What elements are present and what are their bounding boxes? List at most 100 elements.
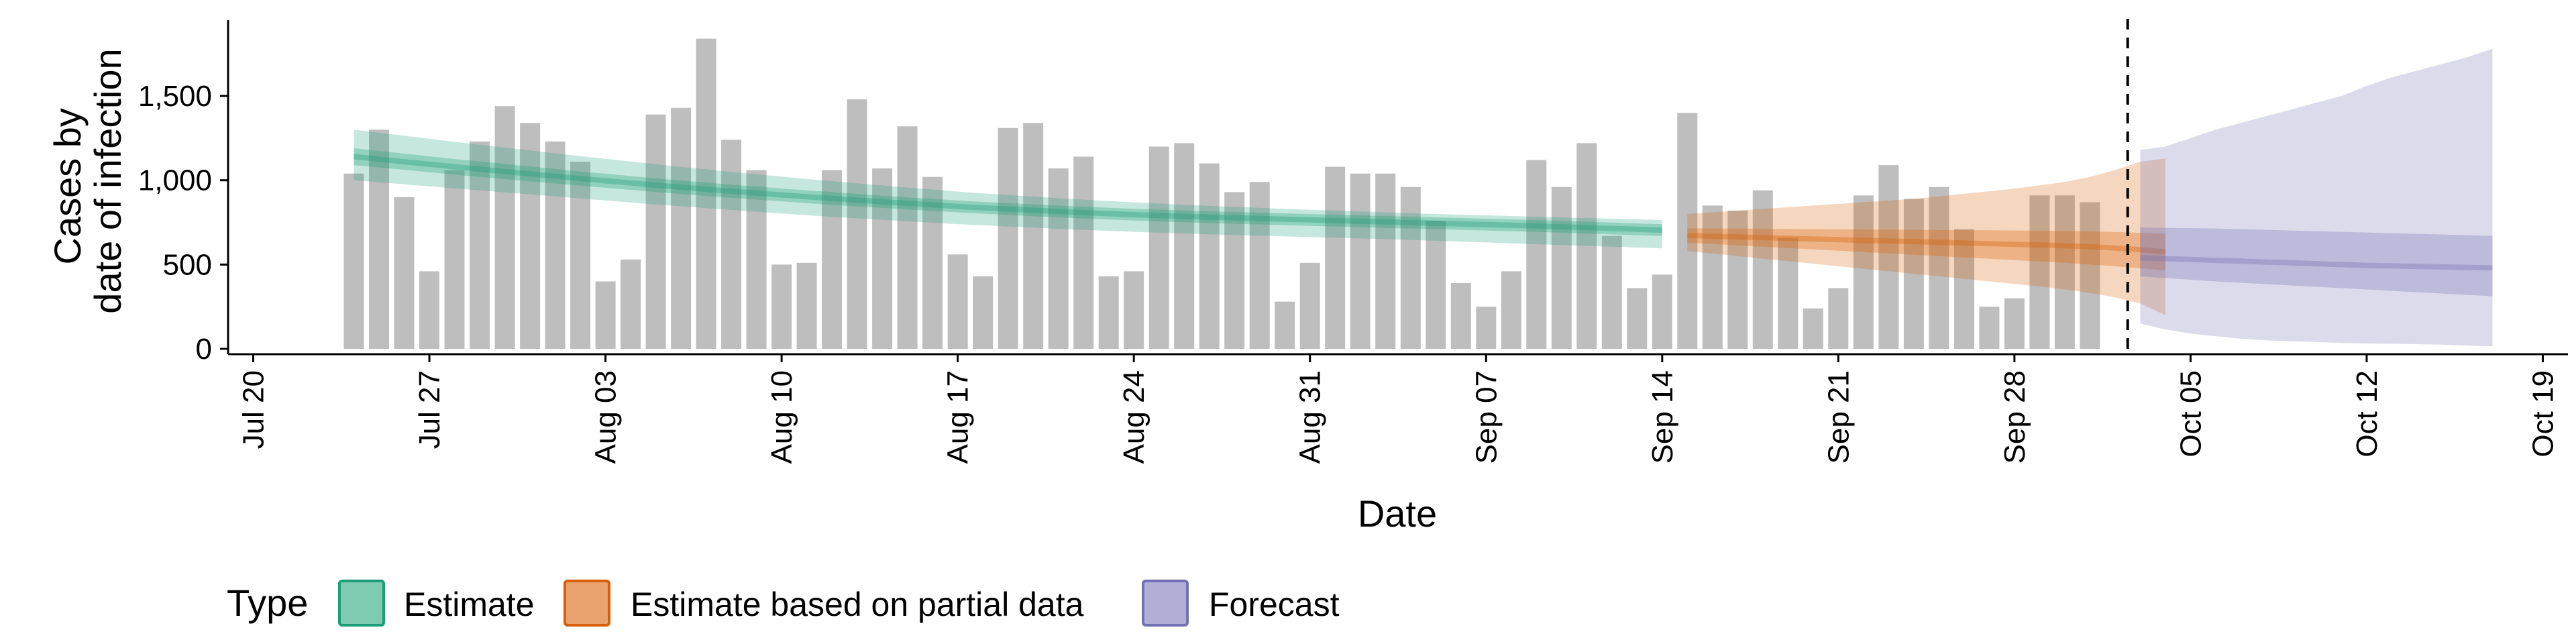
x-tick-label: Sep 14 [1646,370,1679,464]
x-tick-label: Aug 24 [1118,370,1150,464]
case-bar [470,141,490,349]
case-bar [1778,237,1799,349]
x-tick-label: Oct 19 [2527,370,2560,458]
case-bar [847,99,867,349]
x-tick-label: Aug 10 [765,370,798,464]
case-bar [595,281,616,349]
band-50 [1687,228,2165,271]
case-bar [746,170,767,349]
x-tick-label: Oct 05 [2174,370,2207,458]
case-bar [1073,156,1094,349]
case-bar [1878,165,1899,349]
case-bar [1375,173,1396,349]
legend-label-partial: Estimate based on partial data [631,586,1084,623]
case-bar [1702,205,1723,349]
case-bar [1501,271,1521,349]
legend-swatch-forecast [1142,580,1189,627]
case-bar [872,168,893,349]
y-tick-label: 0 [196,333,212,366]
case-bar [1953,229,1974,349]
y-tick-label: 1,500 [138,80,212,113]
y-tick-label: 1,000 [138,164,212,197]
band-90 [1687,158,2165,315]
case-bar [947,254,968,349]
case-bar [1048,168,1069,349]
x-tick-label: Jul 20 [237,370,270,449]
case-bar [1551,186,1572,349]
case-bar [1903,199,1924,349]
ribbons [354,48,2493,347]
case-bar [998,127,1018,350]
legend-title: Type [227,582,308,624]
y-axis-title-line-1: Cases by [46,108,89,264]
case-bar [1677,113,1698,349]
y-axis-ticks: 0 500 1,000 1,500 [138,80,228,366]
case-bar [1400,186,1421,349]
case-bar [1325,166,1346,349]
case-bar [621,259,641,349]
x-tick-label: Sep 21 [1822,370,1855,464]
case-bar [494,106,515,349]
band-90 [2140,48,2493,347]
band-90 [354,129,1662,249]
series-estimate-based-on-partial-data [1687,158,2166,315]
case-bar [1275,301,1295,349]
case-bar [1929,186,1949,349]
legend-swatch-partial [564,580,610,627]
axes [227,20,2568,356]
reported-cases-bars [343,38,2100,350]
x-tick-label: Sep 28 [1998,370,2031,464]
case-bar [973,276,994,349]
x-tick-label: Sep 07 [1470,370,1503,464]
case-bar [922,176,943,349]
case-bar [1350,173,1371,349]
case-bar [343,173,364,349]
x-tick-label: Aug 31 [1294,370,1327,464]
case-bar [1174,143,1195,349]
case-bar [1124,271,1144,349]
case-bar [721,140,742,349]
series-forecast [2140,48,2493,347]
case-bar [671,107,692,349]
case-bar [369,129,389,350]
case-bar [897,126,918,350]
case-bar [1426,221,1446,349]
case-bar [1526,160,1547,349]
case-bar [1476,307,1497,349]
case-bar [1979,307,2000,349]
band-50 [354,148,1662,236]
case-bar [1023,123,1044,350]
case-bar [796,262,817,349]
x-axis-ticks: Jul 20 Jul 27 Aug 03 Aug 10 Aug 17 Aug 24 Aug … [237,354,2560,464]
case-bar [1828,288,1849,349]
case-bar [1853,195,1874,349]
y-tick-label: 500 [163,248,212,281]
case-bar [1652,274,1672,349]
case-bar [1199,163,1220,349]
legend-label-estimate: Estimate [404,586,535,623]
x-tick-label: Oct 12 [2351,370,2383,458]
case-bar [1299,262,1320,349]
case-bar [2004,298,2025,349]
case-bar [1727,210,1748,349]
case-bar [520,123,541,350]
case-bar [1224,192,1245,349]
case-bar [771,264,792,349]
case-bar [2029,195,2050,349]
case-bar [1576,143,1597,349]
case-bar [1249,182,1270,349]
case-bar [2054,195,2075,349]
case-bar [2080,202,2100,349]
case-bar [545,141,566,349]
case-bar [1627,288,1648,349]
case-bar [645,114,666,349]
legend-swatch-estimate [338,580,385,627]
median-line [354,154,1662,233]
case-bar [570,162,591,349]
case-bar [444,170,465,349]
case-bar [1803,308,1823,349]
y-axis-title: Cases by date of infection [46,48,129,313]
band-50 [2140,227,2493,297]
case-bar [1148,146,1169,349]
